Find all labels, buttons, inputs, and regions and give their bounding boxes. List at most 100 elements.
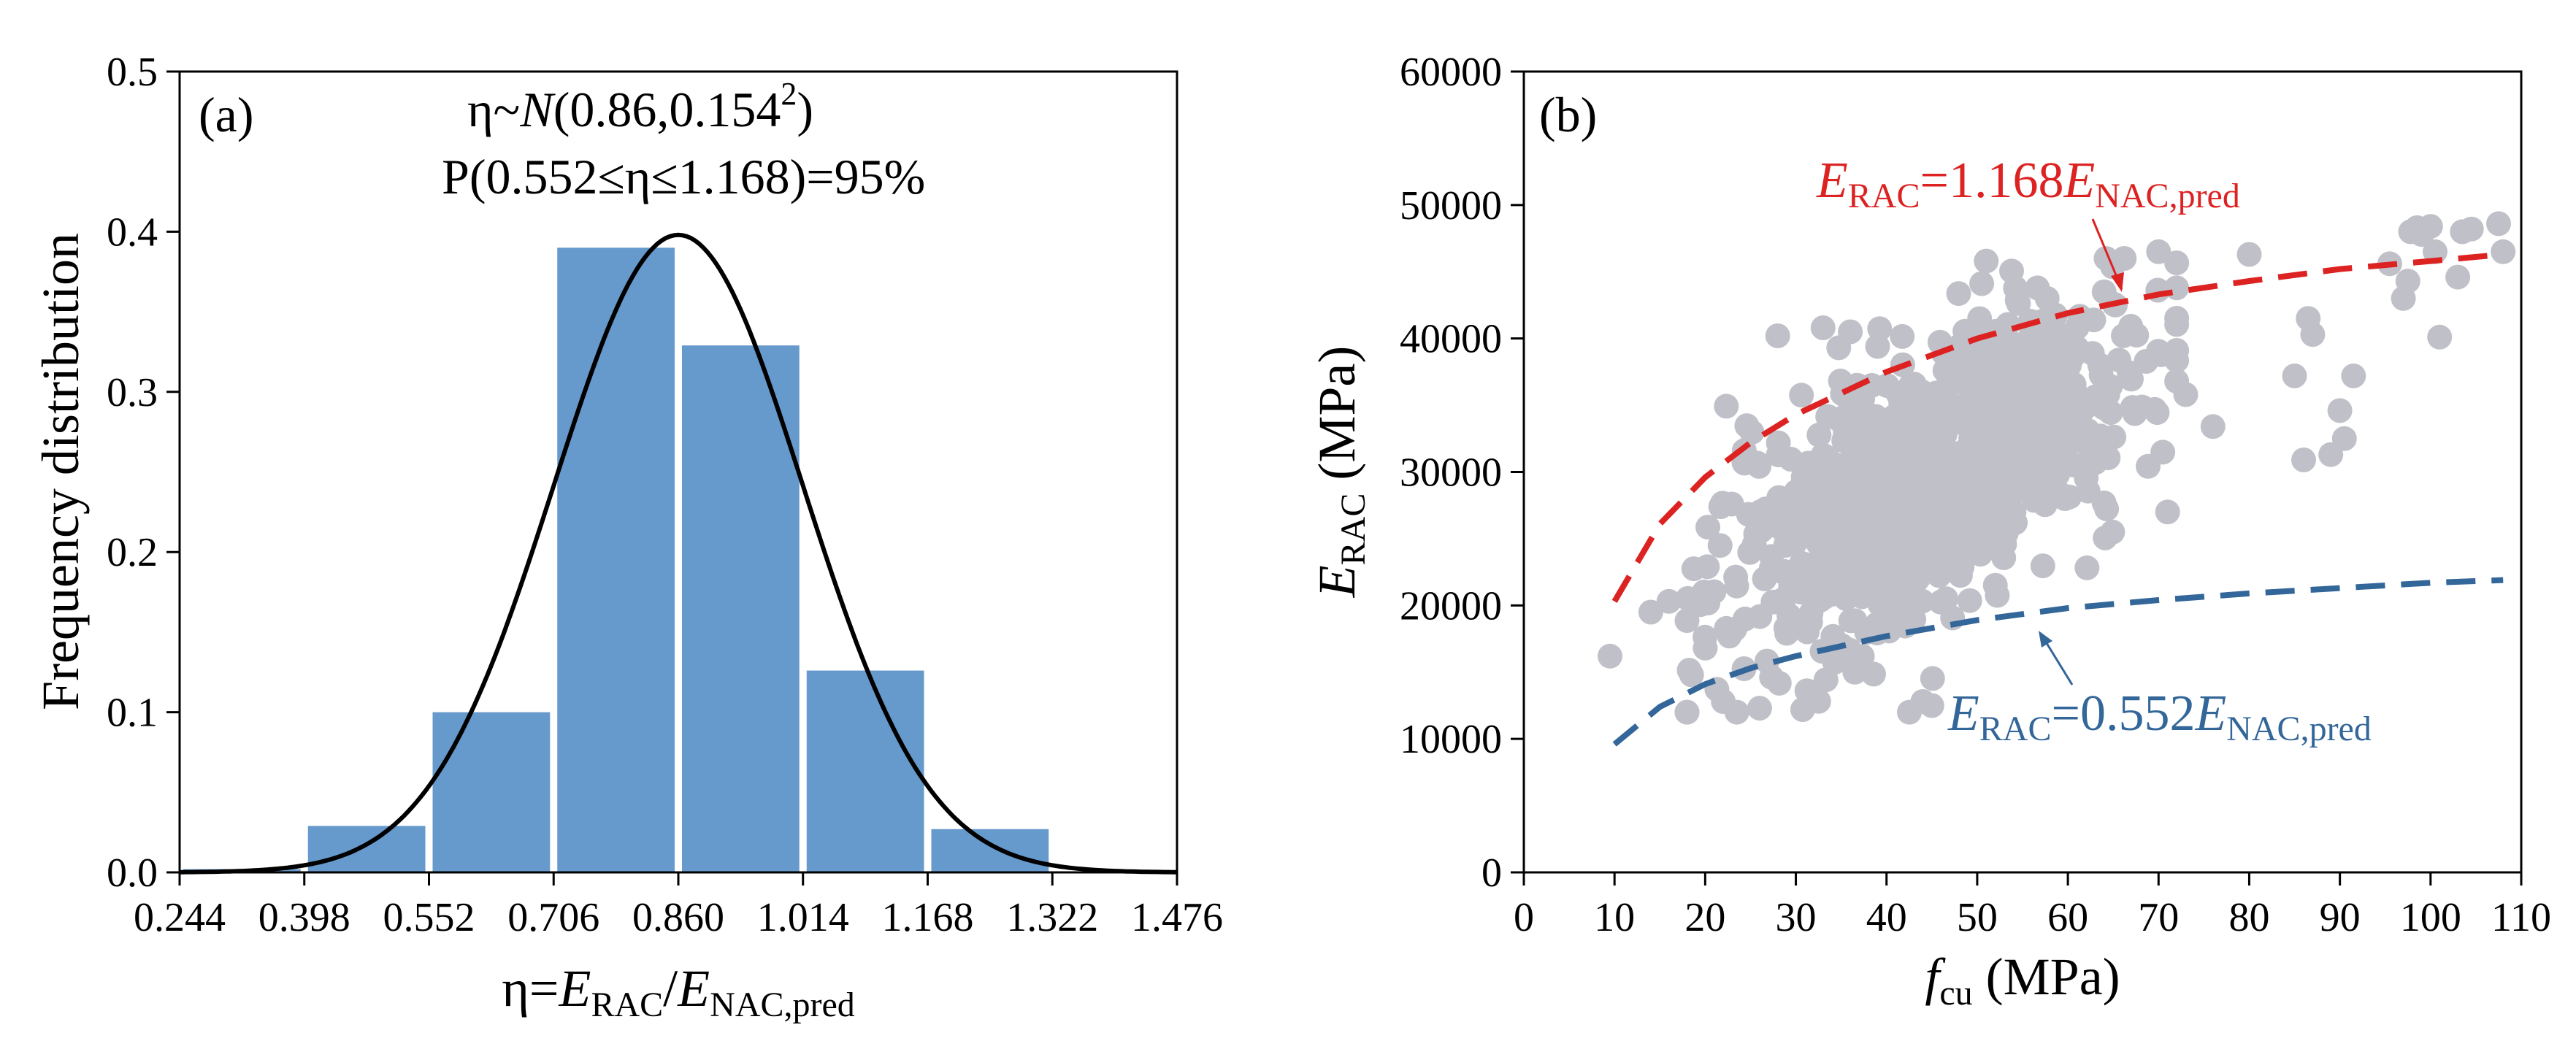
scatter-point xyxy=(1923,380,1949,406)
scatter-point xyxy=(1789,383,1814,408)
scatter-x-tick-label: 30 xyxy=(1776,895,1817,940)
scatter-point xyxy=(2088,423,2113,449)
scatter-point xyxy=(2030,553,2055,579)
scatter-point xyxy=(1842,659,1868,685)
scatter-point xyxy=(1812,584,1838,610)
scatter-x-tick-label: 100 xyxy=(2400,895,2461,940)
scatter-point xyxy=(1903,526,1928,551)
scatter-point xyxy=(1838,474,1863,499)
scatter-point xyxy=(1810,315,1836,340)
scatter-point xyxy=(2129,394,2155,420)
scatter-point xyxy=(1861,661,1886,687)
histogram-panel-label: (a) xyxy=(199,87,253,142)
histogram-x-tick-label: 0.244 xyxy=(134,895,226,940)
scatter-point xyxy=(2164,305,2190,331)
scatter-point xyxy=(2079,341,2105,366)
scatter-point xyxy=(1887,416,1913,442)
upper-bound-arrowhead xyxy=(2111,272,2124,292)
scatter-point xyxy=(1935,552,1960,577)
scatter-point xyxy=(1939,496,1964,522)
scatter-point xyxy=(1917,504,1942,529)
scatter-point xyxy=(1946,281,1971,307)
histogram-bar-6 xyxy=(806,670,924,872)
scatter-point xyxy=(1886,553,1912,579)
histogram-bar-7 xyxy=(931,829,1049,872)
scatter-x-tick-label: 80 xyxy=(2228,895,2269,940)
scatter-point xyxy=(1747,696,1772,721)
scatter-point xyxy=(1990,443,2016,469)
normal-fit-curve xyxy=(180,232,1177,875)
scatter-point xyxy=(1893,613,1918,639)
histogram-x-ticks: 0.244 0.398 0.552 0.706 0.860 1.014 1.168 1.322… xyxy=(134,872,1223,940)
scatter-x-tick-label: 90 xyxy=(2320,895,2361,940)
scatter-point xyxy=(1734,413,1760,439)
scatter-x-tick-label: 60 xyxy=(2047,895,2088,940)
scatter-point xyxy=(1828,368,1853,393)
scatter-point xyxy=(1965,383,1990,409)
scatter-point xyxy=(1723,564,1749,590)
scatter-point xyxy=(1853,526,1879,551)
histogram-y-tick-label: 0.1 xyxy=(107,691,158,736)
scatter-point xyxy=(1871,577,1896,602)
scatter-point xyxy=(2331,426,2357,451)
scatter-point xyxy=(1724,699,1749,725)
scatter-point xyxy=(2146,239,2171,264)
scatter-point xyxy=(2395,269,2420,293)
scatter-x-tick-label: 50 xyxy=(1957,895,1998,940)
scatter-point xyxy=(2025,275,2050,301)
scatter-point xyxy=(1714,393,1739,419)
scatter-point xyxy=(1722,616,1747,642)
scatter-point xyxy=(1812,553,1837,577)
scatter-point xyxy=(1847,407,1872,433)
scatter-y-tick-label: 30000 xyxy=(1400,450,1502,496)
scatter-point xyxy=(1736,502,1761,527)
scatter-point xyxy=(2001,500,2027,525)
lower-bound-arrowhead xyxy=(2039,631,2052,648)
scatter-point xyxy=(1879,464,1905,490)
scatter-point xyxy=(1737,539,1763,565)
scatter-point xyxy=(1674,699,1700,725)
scatter-point xyxy=(2006,291,2031,316)
scatter-point xyxy=(2427,324,2453,350)
scatter-point xyxy=(2008,418,2033,443)
scatter-point xyxy=(2098,374,2123,399)
scatter-point xyxy=(1806,422,1832,447)
scatter-point xyxy=(1893,497,1919,523)
scatter-point xyxy=(1961,469,1987,494)
scatter-x-tick-label: 20 xyxy=(1684,895,1725,940)
scatter-point xyxy=(1766,670,1792,696)
scatter-x-tick-label: 70 xyxy=(2138,895,2179,940)
scatter-point xyxy=(1765,323,1790,348)
scatter-point xyxy=(2458,216,2484,242)
histogram-x-tick-label: 1.476 xyxy=(1131,895,1223,940)
scatter-point xyxy=(1959,535,1985,561)
scatter-point xyxy=(2341,363,2366,388)
lower-bound-label: ERAC=0.552ENAC,pred xyxy=(1947,685,2372,748)
histogram-y-tick-label: 0.5 xyxy=(107,50,158,95)
scatter-point xyxy=(2491,239,2516,264)
scatter-point xyxy=(1794,678,1820,704)
scatter-point xyxy=(1890,323,1915,349)
scatter-point xyxy=(1994,386,2020,412)
scatter-point xyxy=(2445,264,2471,290)
scatter-point xyxy=(1695,515,1720,540)
scatter-point xyxy=(1806,531,1831,556)
scatter-point xyxy=(1919,693,1944,718)
scatter-point xyxy=(1693,635,1718,661)
scatter-point xyxy=(1979,518,2005,543)
scatter-point xyxy=(1752,566,1777,591)
scatter-point xyxy=(1901,372,1927,397)
scatter-point xyxy=(1755,648,1779,674)
histogram-x-tick-label: 1.168 xyxy=(882,895,974,940)
scatter-point xyxy=(1679,662,1704,688)
scatter-point xyxy=(2136,453,2161,479)
upper-bound-curve xyxy=(1611,251,2504,603)
histogram-bar-2 xyxy=(307,826,426,872)
scatter-point xyxy=(1952,318,1978,344)
scatter-x-ticks: 0 10 20 30 40 50 60 70 80 90 100 110 xyxy=(1514,872,2551,940)
histogram-bar-5 xyxy=(682,345,800,872)
scatter-y-tick-label: 40000 xyxy=(1400,317,1502,362)
scatter-point xyxy=(1991,545,2017,570)
scatter-point xyxy=(1747,453,1772,479)
scatter-point xyxy=(2075,478,2101,504)
